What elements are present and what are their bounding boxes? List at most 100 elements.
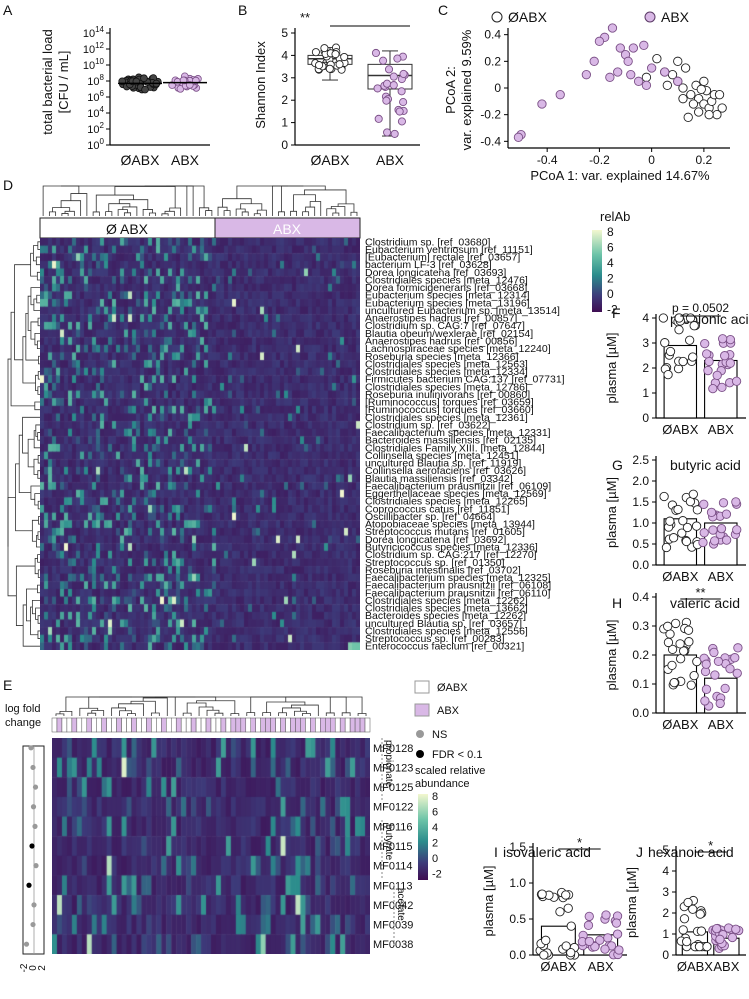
panel-c-legend-marker-abx [644,11,656,23]
panel-e-group-cell [270,717,276,733]
panel-i-title: isovaleric acid [503,844,591,860]
panel-e-row-label: MF0115 [373,841,413,853]
panel-d-row-label: Coprococcus catus [ref_11851] [365,503,510,515]
panel-e-legend-ns: NS [432,729,447,741]
panel-g-ytick-label: 0.5 [632,537,649,551]
panel-d-dendro-branch [302,211,310,216]
panel-g-ytick-label: 0.0 [632,558,649,572]
panel-b-ytick-label: 1 [281,116,288,130]
panel-b-ytick-label: 2 [281,93,288,107]
panel-d-row-label: Eubacterium ventriosum [ref_11151] [365,244,533,256]
panel-d-dendro-branch [223,210,231,216]
panel-letter-d: D [3,177,13,193]
panel-d-row-label: Anaerostipes hadrus [ref_00857] [365,313,517,325]
panel-d-column-dendrogram [42,185,358,216]
panel-b-ytick-label: 0 [281,138,288,152]
panel-d-dendro-branch [271,185,304,216]
panel-e-row-labels: MF0128 MF0123 MF0125 MF0122 MF0116 MF0115 MF01… [373,743,413,951]
panel-e-lfc-point-ns [30,921,36,928]
panel-d-dendro-branch [60,200,82,216]
panel-c-xtick-label: 0 [648,153,655,167]
panel-d-heatmap [40,238,360,650]
panel-d-row-label: Clostridium sp. CAG:7 [ref_07647] [365,320,525,332]
panel-d-row-dendro-branch [10,311,35,407]
panel-d-row-label: Roseburia intestinalis [ref_03702] [365,564,521,576]
panel-e-group-cell [325,717,331,733]
panel-e-group-cell [86,717,92,733]
panel-f-ytick-label: 2 [642,361,649,375]
panel-d-row-label: Clostridiales species [meta_13662] [365,603,528,615]
panel-e-group-cell [156,717,162,733]
panel-d-dendro-branch [169,207,182,216]
panel-e-lfc-tick-2: 2 [37,965,48,971]
panel-e-group-cell [166,717,172,733]
panel-b-point-noabx [335,60,344,69]
panel-e-lfc-box [22,745,45,955]
panel-e-dendro-branch [87,712,97,716]
panel-d-dendro-branch [48,211,57,216]
panel-e-group-cell [116,717,122,733]
panel-e-group-cell [106,717,112,733]
panel-f-point-noabx [660,338,670,348]
panel-g-point-noabx [681,536,692,547]
panel-c-point-abx [633,76,644,86]
panel-h-point-noabx [663,637,674,648]
panel-b-point-abx [399,98,408,107]
panel-e-group-cell [250,717,256,733]
panel-d-row-label: Enterococcus faecium [ref_00321] [365,641,524,653]
panel-e-lfc-point-fdr [26,882,32,888]
panel-a-ytick-label: 106 [87,89,104,104]
panel-c-point-noabx [686,90,696,100]
panel-c-point-noabx [673,56,683,66]
panel-d-row-dendro-branch [15,463,33,532]
panel-d-dendro-branch [95,194,134,212]
panel-e: E log fold change -2 0 2 MF0128MF0123MF0… [3,677,485,972]
panel-d-row-label: Bacteroides massiliensis [ref_02135] [365,435,536,447]
panel-e-group-acetate: acetate [395,888,406,921]
panel-d-dendro-branch [330,206,346,216]
panel-g-point-noabx [688,489,698,499]
panel-a-points [118,72,207,94]
panel-d-row-label: Clostridiales species [meta_12334] [365,366,528,378]
panel-d-dendro-branch [290,210,297,216]
panel-c-xtick-label: -0.2 [589,153,610,167]
panel-g-point-abx [709,536,720,546]
panel-e-lfc-points [23,745,39,947]
panel-d-row-dendro-branch [37,386,40,395]
panel-e-legend-tick: 2 [432,838,438,850]
panel-e-dendro-branch [206,709,220,716]
panel-f-point-noabx [685,313,696,323]
panel-f-point-abx [717,382,727,393]
panel-g-point-abx [732,525,742,535]
panel-e-group-cell [161,717,167,733]
panel-c-point-noabx [641,72,652,82]
panel-c-ytick-label: 0.2 [484,54,501,68]
panel-d-row-label: Faecalibacterium prausnitzii [ref_06108] [365,580,551,592]
panel-f-point-noabx [665,346,676,357]
panel-d-dendro-branch [253,213,261,216]
panel-b-point-noabx [315,61,324,70]
panel-g-point-abx [716,524,727,534]
panel-e-group-bar [51,717,371,733]
panel-h-ylabel: plasma [µM] [604,619,619,690]
panel-e-column-dendrogram [55,696,367,716]
panel-e-row-label: MF0116 [373,821,413,833]
panel-e-dendro-branch [291,704,319,716]
panel-d-row-dendro-branch [22,604,40,647]
panel-d-legend-tick: 0 [607,287,614,301]
panel-d-dendro-branch [108,203,131,212]
panel-e-group-cell [339,717,346,733]
panel-letter-g: G [612,457,623,473]
panel-i-ylabel: plasma [µM] [481,865,496,936]
panel-e-lfc-point-ns [30,764,36,771]
panel-a-group-label-noabx: ØABX [121,152,161,168]
panel-e-dendro-branch [186,702,207,714]
panel-d-dendro-branch [123,212,132,216]
panel-d-dendro-branch [305,206,316,216]
panel-j-title: hexanoic acid [648,844,734,860]
panel-d-row-dendro-branch [15,565,36,626]
